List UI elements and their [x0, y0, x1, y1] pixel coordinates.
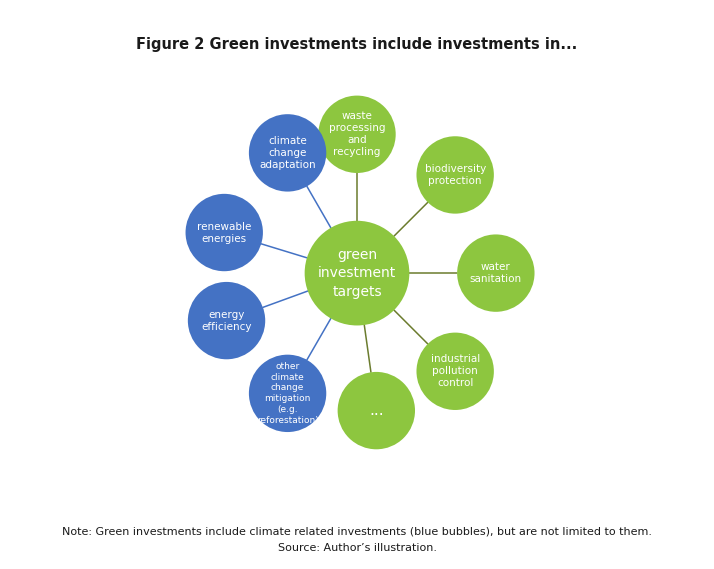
Text: biodiversity
protection: biodiversity protection	[425, 164, 486, 186]
Circle shape	[249, 114, 326, 192]
Text: waste
processing
and
recycling: waste processing and recycling	[328, 112, 386, 157]
Circle shape	[249, 354, 326, 432]
Text: climate
change
adaptation: climate change adaptation	[259, 136, 316, 170]
Text: Note: Green investments include climate related investments (blue bubbles), but : Note: Green investments include climate …	[62, 526, 652, 537]
Text: renewable
energies: renewable energies	[197, 221, 251, 244]
Text: other
climate
change
mitigation
(e.g.
reforestation): other climate change mitigation (e.g. re…	[257, 362, 318, 424]
Circle shape	[416, 333, 494, 410]
Circle shape	[318, 96, 396, 173]
Circle shape	[338, 372, 415, 450]
Text: ...: ...	[369, 403, 383, 418]
Circle shape	[188, 282, 265, 359]
Text: water
sanitation: water sanitation	[470, 262, 522, 284]
Text: Source: Author’s illustration.: Source: Author’s illustration.	[278, 543, 436, 554]
Text: energy
efficiency: energy efficiency	[201, 310, 252, 332]
Circle shape	[186, 194, 263, 271]
Circle shape	[305, 221, 409, 325]
Text: Figure 2 Green investments include investments in...: Figure 2 Green investments include inves…	[136, 37, 578, 52]
Text: green
investment
targets: green investment targets	[318, 248, 396, 299]
Circle shape	[457, 234, 535, 312]
Circle shape	[416, 136, 494, 213]
Text: industrial
pollution
control: industrial pollution control	[431, 354, 480, 388]
